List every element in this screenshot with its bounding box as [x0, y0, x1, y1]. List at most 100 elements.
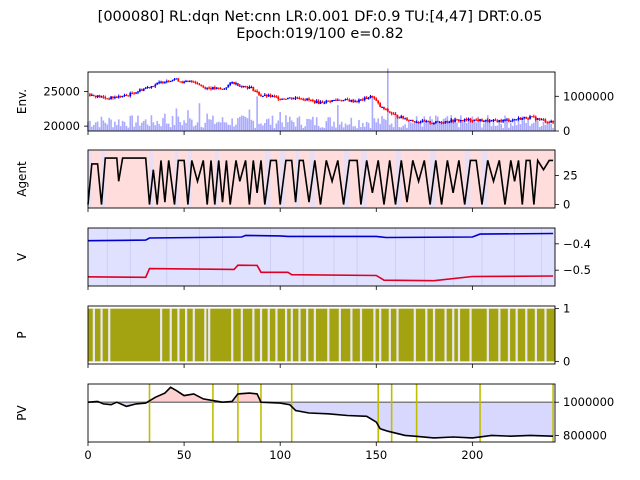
p-gap — [350, 308, 353, 362]
price-candle — [146, 87, 149, 89]
x-tick-label: 50 — [177, 448, 192, 462]
volume-bar — [89, 120, 91, 131]
price-candle — [121, 95, 124, 97]
price-candle — [456, 119, 458, 121]
price-candle — [398, 117, 401, 119]
price-candle — [461, 120, 464, 122]
price-candle — [108, 98, 111, 100]
price-candle — [115, 96, 118, 98]
price-candle — [540, 119, 543, 121]
price-candle — [198, 84, 201, 86]
volume-bar — [511, 125, 514, 131]
price-candle — [98, 95, 101, 98]
volume-bar — [523, 120, 526, 131]
price-candle — [254, 90, 257, 92]
price-candle — [363, 97, 366, 100]
volume-bar — [502, 127, 504, 131]
price-candle — [192, 81, 195, 83]
volume-bar — [121, 120, 124, 131]
v-series-line-2 — [87, 264, 554, 282]
volume-bar — [488, 119, 491, 131]
volume-bar — [300, 124, 303, 131]
price-candle — [350, 99, 353, 102]
price-candle — [202, 86, 205, 88]
volume-bar — [231, 118, 233, 131]
env-right-tick-label: 0 — [563, 124, 570, 138]
price-candle — [123, 94, 126, 96]
price-candle — [223, 88, 226, 90]
volume-bar — [104, 122, 107, 131]
price-candle — [527, 118, 529, 120]
price-candle — [90, 94, 93, 96]
price-candle — [498, 120, 501, 123]
volume-bar — [112, 127, 114, 131]
volume-bar — [315, 117, 318, 131]
price-candle — [348, 100, 351, 102]
p-gap — [338, 308, 341, 362]
volume-bar — [423, 116, 426, 131]
p-gap — [160, 308, 163, 362]
price-candle — [513, 119, 516, 121]
chart-title-line-2: Epoch:019/100 e=0.82 — [236, 26, 404, 42]
volume-bar — [335, 127, 337, 131]
price-candle — [315, 100, 318, 103]
volume-bar — [215, 122, 218, 131]
v-frame — [87, 227, 556, 287]
price-candle — [536, 118, 539, 120]
volume-bar — [125, 125, 128, 131]
volume-bar — [235, 124, 237, 131]
price-candle — [244, 85, 247, 87]
volume-bar — [160, 126, 162, 131]
volume-bar — [267, 118, 270, 131]
p-right-tick-label: 0 — [563, 354, 570, 368]
volume-bar — [319, 127, 322, 131]
env-left-tick-label: 25000 — [43, 84, 80, 98]
x-tick-label: 100 — [269, 448, 291, 462]
volume-bar — [212, 115, 214, 131]
agent-shade-band — [149, 150, 154, 208]
price-candle — [290, 97, 293, 99]
volume-bar — [164, 113, 166, 131]
volume-bar — [194, 125, 197, 131]
price-candle — [127, 95, 130, 97]
volume-bar — [406, 127, 408, 131]
volume-bar — [294, 126, 297, 131]
price-candle — [140, 89, 143, 91]
price-candle — [240, 85, 243, 88]
p-gap — [444, 308, 447, 362]
volume-bar — [342, 127, 345, 131]
price-candle — [135, 92, 137, 94]
price-candle — [285, 98, 287, 100]
price-candle — [394, 113, 397, 115]
price-candle — [342, 99, 345, 101]
p-gap — [259, 308, 263, 362]
volume-bar — [325, 121, 328, 131]
volume-bar — [358, 119, 360, 131]
price-candle — [229, 82, 232, 85]
price-candle — [444, 121, 447, 123]
volume-bar — [540, 126, 543, 131]
price-candle — [448, 122, 451, 124]
volume-bar — [519, 124, 522, 131]
price-candle — [279, 99, 282, 101]
price-candle — [442, 122, 445, 124]
price-candle — [152, 85, 155, 87]
price-candle — [467, 118, 470, 120]
price-candle — [546, 121, 549, 123]
price-candle — [446, 121, 449, 123]
price-candle — [490, 120, 493, 122]
volume-bar — [162, 118, 164, 131]
price-candle — [188, 80, 191, 82]
price-candle — [475, 119, 478, 121]
volume-bar — [448, 121, 451, 131]
volume-bar — [129, 115, 132, 131]
pv-right-tick-label: 1000000 — [563, 395, 614, 409]
volume-bar — [225, 122, 228, 131]
price-candle — [509, 120, 512, 122]
price-candle — [413, 121, 416, 123]
price-candle — [481, 119, 483, 122]
price-candle — [511, 119, 514, 121]
price-candle — [529, 116, 531, 119]
price-candle — [173, 78, 176, 80]
volume-bar — [131, 115, 134, 131]
